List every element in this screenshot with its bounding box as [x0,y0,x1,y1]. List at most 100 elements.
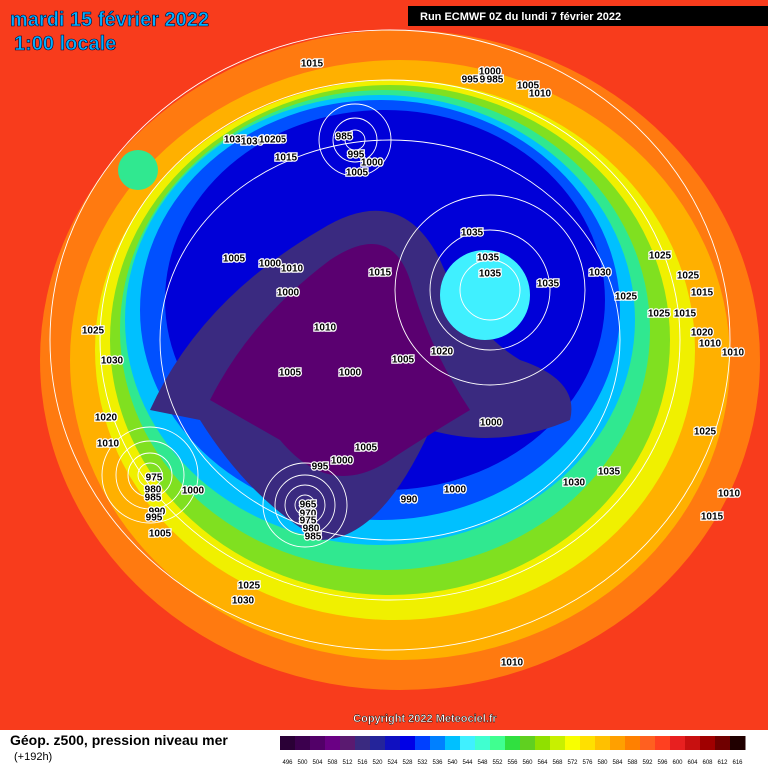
pressure-label: 1010 [529,89,552,100]
pressure-label: 975 [146,473,163,484]
pressure-label: 1030 [241,137,264,148]
scale-swatch [580,736,596,750]
scale-swatch [355,736,371,750]
pressure-label: 1005 [517,81,540,92]
pressure-label: 1035 [479,269,502,280]
scale-swatch [295,736,311,750]
field-purple [210,244,470,476]
scale-label: 568 [552,760,563,766]
scale-swatch [565,736,581,750]
scale-swatch [715,736,731,750]
scale-swatch [595,736,611,750]
pressure-label: 1025 [649,251,672,262]
pressure-label: 990 [401,495,418,506]
pressure-label: 1025 [82,326,105,337]
pressure-label: 985 [305,532,322,543]
pressure-label: 1035 [477,253,500,264]
pressure-label: 995 [348,150,365,161]
scale-swatch [460,736,476,750]
field-small-low [118,150,158,190]
copyright: Copyright 2022 Meteociel.fr [353,713,497,725]
scale-swatch [700,736,716,750]
scale-label: 560 [522,760,533,766]
pressure-label: 1030 [232,596,255,607]
run-info: Run ECMWF 0Z du lundi 7 février 2022 [420,11,621,23]
local-time: 1:00 locale [14,33,116,55]
scale-swatch [475,736,491,750]
scale-swatch [670,736,686,750]
pressure-label: 1005 [279,368,302,379]
pressure-label: 1020 [95,413,118,424]
pressure-label: 1020 [431,347,454,358]
pressure-label: 1030 [589,268,612,279]
pressure-label: 1030 [101,356,124,367]
pressure-label: 1025 [648,309,671,320]
scale-swatch [280,736,296,750]
pressure-label: 1015 [301,59,324,70]
scale-label: 604 [687,760,698,766]
pressure-label: 980 [303,524,320,535]
run-box [408,6,768,26]
pressure-label: 985 [336,132,353,143]
pressure-label: 1000 [361,158,384,169]
pressure-label: 1015 [701,512,724,523]
scale-swatch [685,736,701,750]
pressure-label: 1005 [223,254,246,265]
scale-label: 536 [432,760,443,766]
scale-swatch [505,736,521,750]
scale-label: 572 [567,760,578,766]
scale-label: 592 [642,760,653,766]
pressure-label: 965 [300,500,317,511]
scale-swatch [730,736,746,750]
pressure-label: 1025 [677,271,700,282]
pressure-label: 1000 [277,288,300,299]
pressure-label: 1035 [461,228,484,239]
scale-label: 540 [447,760,458,766]
pressure-label: 1010 [281,264,304,275]
scale-label: 576 [582,760,593,766]
pressure-label: 1005 [355,443,378,454]
scale-label: 512 [342,760,353,766]
scale-label: 616 [732,760,743,766]
scale-swatch [625,736,641,750]
scale-swatch [385,736,401,750]
pressure-label: 1035 [537,279,560,290]
pressure-label: 995 [146,513,163,524]
scale-swatch [610,736,626,750]
pressure-label: 1005 [392,355,415,366]
scale-label: 564 [537,760,548,766]
pressure-label: 975 [300,516,317,527]
pressure-label: 1005 [149,529,172,540]
scale-label: 524 [387,760,398,766]
color-scale: 496 500 504 508 512 516 520 524 528 532 536 540 544 5… [280,736,746,766]
footer-hours: (+192h) [14,751,52,763]
pressure-label: 1010 [97,439,120,450]
pressure-label: 1025 [694,427,717,438]
pressure-label: 1015 [691,288,714,299]
pressure-label: 1000 [331,456,354,467]
scale-swatch [490,736,506,750]
pressure-label: 995 [312,462,329,473]
scale-swatch [400,736,416,750]
pressure-label: 1030 [563,478,586,489]
pressure-label: 1010 [699,339,722,350]
scale-swatch [415,736,431,750]
scale-label: 556 [507,760,518,766]
scale-swatch [550,736,566,750]
pressure-label: 1000 [339,368,362,379]
pressure-label: 1000 [444,485,467,496]
pressure-label: 1025 [615,292,638,303]
pressure-label: 985 [487,75,504,86]
pressure-label: 1000 [480,418,503,429]
pressure-label: 995 [462,75,479,86]
pressure-label: 1005 [346,168,369,179]
scale-swatch [655,736,671,750]
scale-label: 588 [627,760,638,766]
pressure-label: 970 [300,509,317,520]
scale-swatch [325,736,341,750]
scale-label: 508 [327,760,338,766]
pressure-label: 1015 [275,153,298,164]
